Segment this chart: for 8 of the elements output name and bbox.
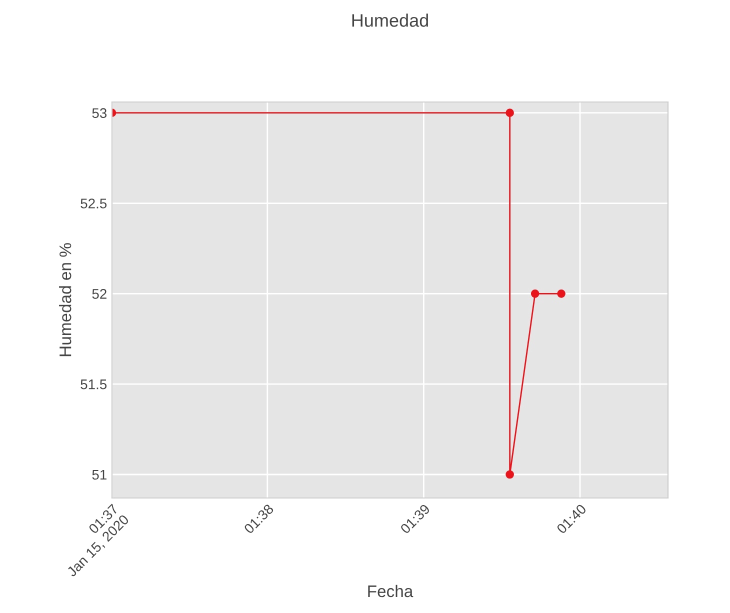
x-axis-title: Fecha bbox=[368, 584, 414, 598]
y-tick-label: 51 bbox=[92, 470, 106, 480]
y-tick-label: 53 bbox=[92, 108, 107, 118]
y-axis-title: Humedad en % bbox=[59, 243, 72, 356]
y-tick-label: 52.5 bbox=[80, 198, 107, 208]
y-tick-label: 52 bbox=[92, 289, 106, 299]
y-tick-label: 51.5 bbox=[80, 380, 107, 390]
chart-title: Humedad bbox=[352, 14, 428, 27]
